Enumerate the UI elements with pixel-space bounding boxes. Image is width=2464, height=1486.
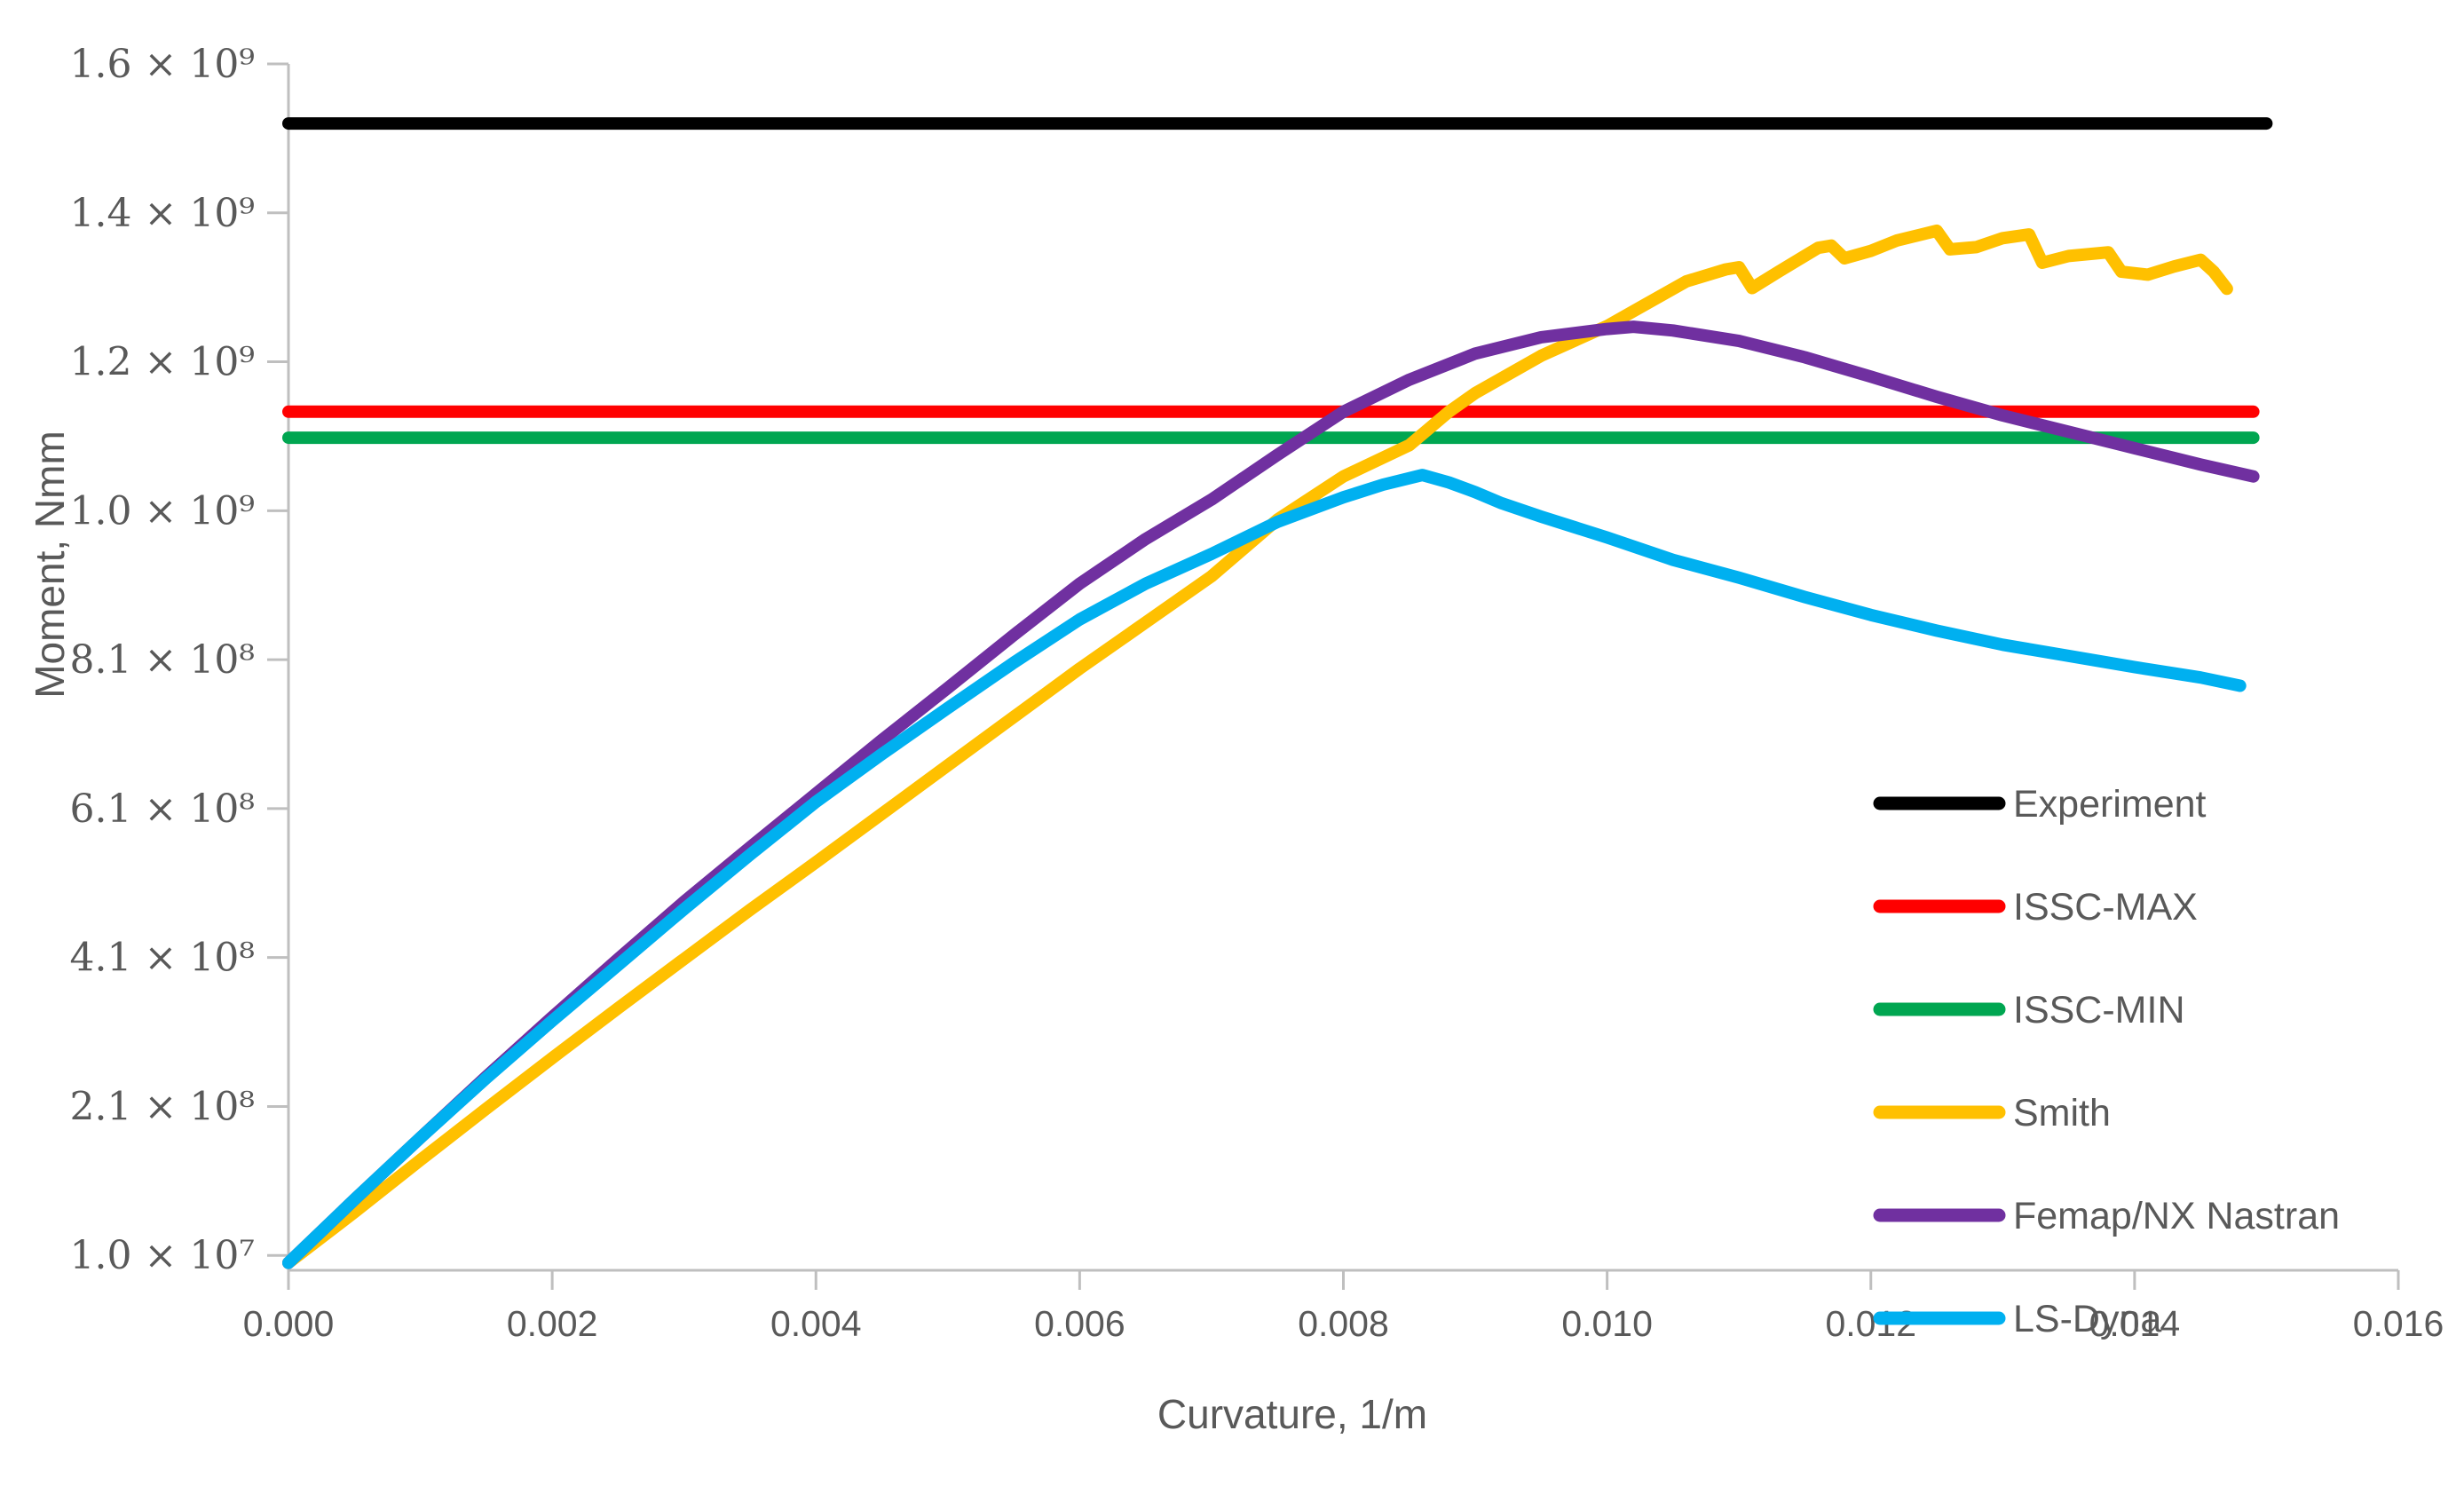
x-tick-label: 0.002 [507,1303,598,1344]
y-tick-label: 1.2 × 10⁹ [70,340,255,385]
series-ls-dyna [282,469,2247,1269]
series-smith [282,224,2233,1269]
x-tick-label: 0.014 [2089,1303,2181,1344]
x-tick-label: 0.008 [1298,1303,1389,1344]
x-tick-label: 0.010 [1561,1303,1653,1344]
y-tick-label: 6.1 × 10⁸ [70,786,255,832]
x-tick-label: 0.016 [2353,1303,2444,1344]
x-tick-label: 0.000 [243,1303,335,1344]
y-axis-title: Moment, Nmm [27,431,73,699]
legend-label-issc-max: ISSC-MAX [2013,886,2198,929]
legend-label-ls-dyna: LS-Dyna [2013,1298,2161,1340]
x-tick-label: 0.006 [1034,1303,1125,1344]
series-femap-nx-nastran [282,320,2260,1269]
x-axis-title: Curvature, 1/m [1157,1391,1428,1437]
y-tick-label: 1.6 × 10⁹ [70,42,255,87]
y-tick-label: 1.4 × 10⁹ [70,191,255,236]
legend-label-issc-min: ISSC-MIN [2013,989,2185,1032]
legend-label-femap-nx-nastran: Femap/NX Nastran [2013,1195,2340,1237]
y-tick-label: 4.1 × 10⁸ [70,936,255,981]
legend-label-experiment: Experiment [2013,783,2207,826]
y-tick-label: 1.0 × 10⁷ [70,1233,255,1278]
x-tick-label: 0.004 [770,1303,862,1344]
y-tick-label: 8.1 × 10⁸ [70,637,255,683]
legend-label-smith: Smith [2013,1092,2111,1134]
y-tick-label: 1.0 × 10⁹ [70,488,255,534]
y-tick-label: 2.1 × 10⁸ [70,1084,255,1129]
